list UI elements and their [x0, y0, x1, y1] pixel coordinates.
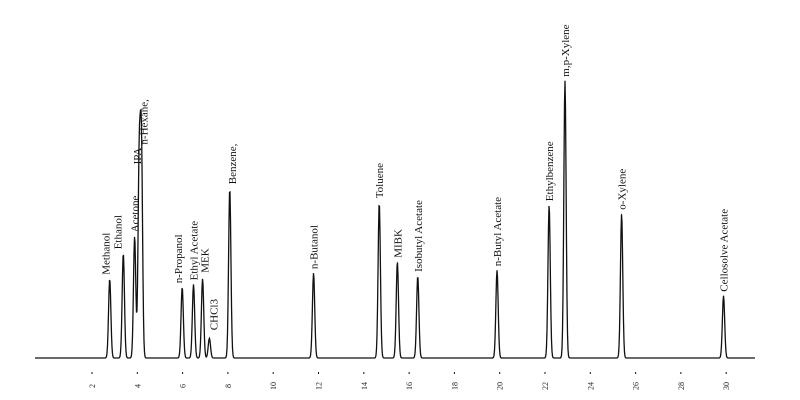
peak-label-1: Ethanol — [112, 215, 124, 249]
x-tick-label-10: 22 — [541, 382, 550, 390]
x-tick-label-7: 16 — [405, 382, 414, 390]
x-tick-label-13: 28 — [677, 382, 686, 390]
peak-label-0: Methanol — [101, 233, 113, 275]
peak-label-7: MEK — [200, 248, 212, 273]
x-tick-label-14: 30 — [722, 382, 731, 390]
peak-label-15: Ethylbenzene — [544, 141, 556, 201]
peak-label-11: Toluene — [374, 163, 386, 198]
x-tick-label-8: 18 — [450, 382, 459, 390]
chromatogram-trace — [35, 80, 755, 359]
peak-label-9: Benzene, — [227, 143, 239, 184]
peak-label-18: Cellosolve Acetate — [719, 209, 731, 292]
peak-label-4: n-Hexane, — [138, 99, 150, 145]
peak-label-2: Acetone — [130, 196, 142, 233]
peak-label-13: Isobutyl Acetate — [413, 200, 425, 272]
peak-label-12: MIBK — [392, 229, 404, 258]
x-tick-label-5: 12 — [315, 382, 324, 390]
x-tick-label-12: 26 — [632, 382, 641, 390]
x-tick-label-6: 14 — [360, 382, 369, 390]
peak-label-16: m,p-Xylene — [560, 24, 572, 76]
x-tick-label-1: 4 — [133, 384, 142, 388]
peak-label-10: n-Butanol — [309, 225, 321, 269]
peak-label-5: n-Propanol — [173, 234, 185, 283]
x-tick-label-11: 24 — [586, 382, 595, 390]
peak-label-17: o-Xylene — [617, 169, 629, 210]
x-tick-label-9: 20 — [496, 382, 505, 390]
trace-layer — [35, 80, 755, 359]
x-tick-label-4: 10 — [269, 382, 278, 390]
x-tick-label-0: 2 — [88, 384, 97, 388]
x-tick-label-3: 8 — [224, 384, 233, 388]
x-axis: 2 4 6 8 10 12 14 16 18 20 22 24 26 28 30 — [88, 372, 731, 390]
peak-label-6: Ethyl Acetate — [189, 221, 201, 281]
x-tick-label-2: 6 — [179, 384, 188, 388]
peak-label-3: IPA — [132, 148, 144, 165]
peak-label-8: CHCl3 — [208, 299, 220, 331]
peak-label-14: n-Butyl Acetate — [492, 197, 504, 266]
